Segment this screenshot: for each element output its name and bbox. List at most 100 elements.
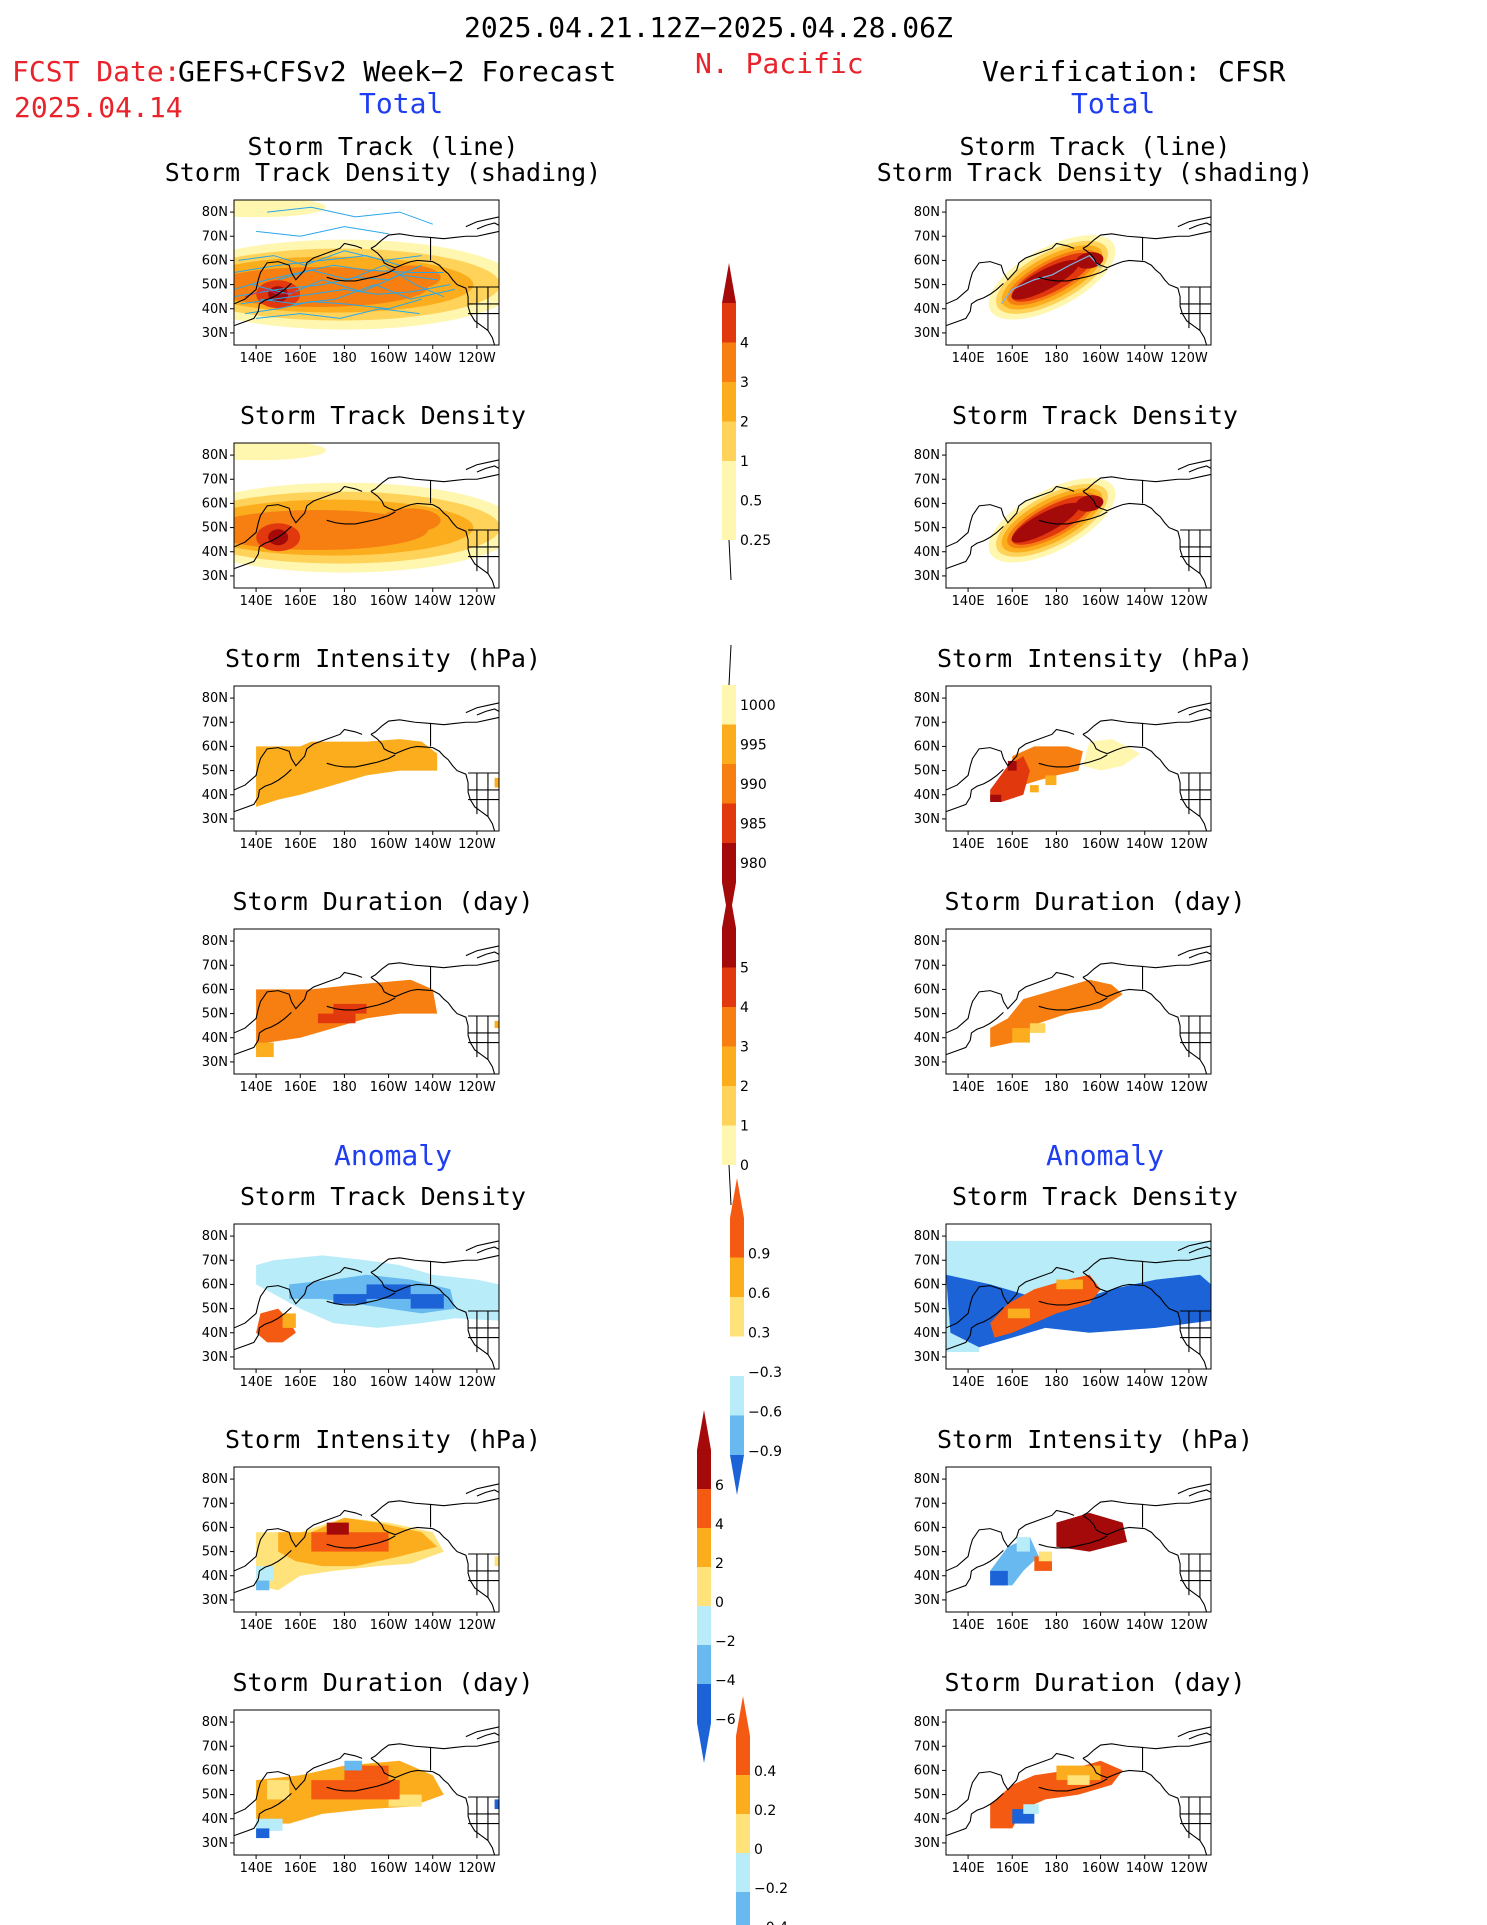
panel-title: Storm Intensity (hPa): [224, 1425, 542, 1454]
panel-title: Storm Track Density (shading): [164, 158, 602, 187]
lon-tick-label: 140W: [414, 351, 452, 366]
panel-title: Storm Track Density (shading): [876, 158, 1314, 187]
lat-tick-label: 40N: [914, 545, 940, 560]
lon-tick-label: 140E: [952, 837, 985, 852]
lat-tick-label: 40N: [914, 1031, 940, 1046]
colorbar-cell: [722, 1125, 736, 1165]
forecast-anomaly-density: 140E 160E 180 160W 140W 120W 80N 70N 60N 50N 40N 30…: [202, 1223, 500, 1390]
lon-tick-label: 120W: [1170, 837, 1208, 852]
lat-tick-label: 70N: [202, 472, 228, 487]
colorbar-end: [728, 1164, 732, 1206]
lon-tick-label: 140E: [240, 351, 273, 366]
lon-tick-label: 180: [1044, 351, 1069, 366]
colorbar-label: −4: [715, 1673, 736, 1689]
fcst-date: 2025.04.14: [14, 91, 183, 124]
lon-tick-label: 140E: [240, 1861, 273, 1876]
lat-tick-label: 80N: [914, 1472, 940, 1487]
forecast-total-duration: 140E 160E 180 160W 140W 120W 80N 70N 60N 50N 40N 30…: [202, 928, 500, 1095]
colorbar-cell: [736, 1892, 750, 1925]
verification-total-intensity: 140E 160E 180 160W 140W 120W 80N 70N 60N 50N 40N 30…: [914, 685, 1212, 852]
lat-tick-label: 30N: [914, 1593, 940, 1608]
lon-tick-label: 180: [1044, 1618, 1069, 1633]
lon-tick-label: 140E: [952, 594, 985, 609]
colorbar-end: [722, 263, 736, 303]
lon-tick-label: 160E: [284, 1618, 317, 1633]
colorbar-cell: [697, 1606, 711, 1645]
lat-tick-label: 60N: [914, 496, 940, 511]
colorbar-duration-total: 5 4 3 2 1 0: [722, 888, 749, 1206]
colorbar-label: 2: [740, 415, 749, 431]
lat-tick-label: 80N: [202, 1472, 228, 1487]
lat-tick-label: 30N: [202, 326, 228, 341]
lat-tick-label: 60N: [202, 253, 228, 268]
panel-title: Storm Duration (day): [944, 1668, 1246, 1697]
lon-tick-label: 140W: [414, 1861, 452, 1876]
lon-tick-label: 160E: [284, 1861, 317, 1876]
lat-tick-label: 40N: [914, 1326, 940, 1341]
lat-tick-label: 60N: [202, 1520, 228, 1535]
colorbar-intensity-anomaly: 6 4 2 0 −2 −4 −6: [697, 1410, 736, 1763]
colorbar-end: [736, 1696, 750, 1736]
lat-tick-label: 50N: [202, 1302, 228, 1317]
total-left-label: Total: [359, 87, 444, 120]
panel-title: Storm Duration (day): [232, 887, 534, 916]
lat-tick-label: 80N: [202, 1715, 228, 1730]
colorbar-cell: [730, 1218, 744, 1258]
lon-tick-label: 180: [1044, 1080, 1069, 1095]
colorbar-end: [697, 1410, 711, 1450]
lat-tick-label: 40N: [914, 788, 940, 803]
lat-tick-label: 60N: [202, 496, 228, 511]
lat-tick-label: 50N: [914, 1545, 940, 1560]
lon-tick-label: 180: [1044, 1375, 1069, 1390]
lon-tick-label: 140E: [952, 1861, 985, 1876]
lon-tick-label: 120W: [1170, 1618, 1208, 1633]
lat-tick-label: 30N: [914, 569, 940, 584]
lon-tick-label: 140W: [1126, 1375, 1164, 1390]
lon-tick-label: 140W: [414, 837, 452, 852]
verification-total-duration: 140E 160E 180 160W 140W 120W 80N 70N 60N 50N 40N 30…: [914, 928, 1212, 1095]
lon-tick-label: 140W: [414, 1618, 452, 1633]
lon-tick-label: 140W: [1126, 1861, 1164, 1876]
colorbar-cell: [730, 1415, 744, 1455]
lon-tick-label: 160W: [1082, 1375, 1120, 1390]
lon-tick-label: 160E: [284, 837, 317, 852]
colorbar-label: 2: [740, 1079, 749, 1095]
panel-title: Storm Intensity (hPa): [936, 1425, 1254, 1454]
forecast-total-density: 140E 160E 180 160W 140W 120W 80N 70N 60N 50N 40N 30…: [202, 442, 500, 609]
lat-tick-label: 40N: [202, 1569, 228, 1584]
lat-tick-label: 70N: [202, 1739, 228, 1754]
verification-label: Verification: CFSR: [982, 55, 1286, 88]
colorbar-cell: [722, 303, 736, 343]
lon-tick-label: 140E: [240, 837, 273, 852]
forecast-anomaly-intensity: 140E 160E 180 160W 140W 120W 80N 70N 60N 50N 40N 30…: [202, 1466, 500, 1633]
lat-tick-label: 70N: [914, 1496, 940, 1511]
lon-tick-label: 120W: [458, 351, 496, 366]
forecast-anomaly-duration: 140E 160E 180 160W 140W 120W 80N 70N 60N 50N 40N 30…: [202, 1709, 500, 1876]
colorbar-label: 4: [740, 336, 749, 352]
lat-tick-label: 70N: [914, 1739, 940, 1754]
colorbar-label: 5: [740, 961, 749, 977]
anomaly-right-label: Anomaly: [1046, 1139, 1165, 1172]
lat-tick-label: 30N: [914, 326, 940, 341]
lat-tick-label: 80N: [914, 934, 940, 949]
lon-tick-label: 140E: [240, 1375, 273, 1390]
lon-tick-label: 120W: [458, 1618, 496, 1633]
lat-tick-label: 30N: [202, 1350, 228, 1365]
colorbar-cell: [722, 342, 736, 382]
panel-title: Storm Track Density: [240, 1182, 526, 1211]
colorbar-label: −2: [715, 1634, 736, 1650]
lon-tick-label: 160W: [370, 594, 408, 609]
colorbar-end: [728, 644, 732, 686]
colorbar-cell: [730, 1336, 744, 1376]
lat-tick-label: 50N: [914, 278, 940, 293]
lon-tick-label: 160W: [1082, 1618, 1120, 1633]
lon-tick-label: 160E: [996, 1861, 1029, 1876]
lon-tick-label: 140E: [240, 1618, 273, 1633]
lat-tick-label: 70N: [914, 1253, 940, 1268]
lon-tick-label: 160E: [996, 594, 1029, 609]
lon-tick-label: 180: [332, 1375, 357, 1390]
lon-tick-label: 140E: [240, 594, 273, 609]
lon-tick-label: 180: [1044, 837, 1069, 852]
lat-tick-label: 80N: [202, 205, 228, 220]
colorbar-cell: [730, 1257, 744, 1297]
